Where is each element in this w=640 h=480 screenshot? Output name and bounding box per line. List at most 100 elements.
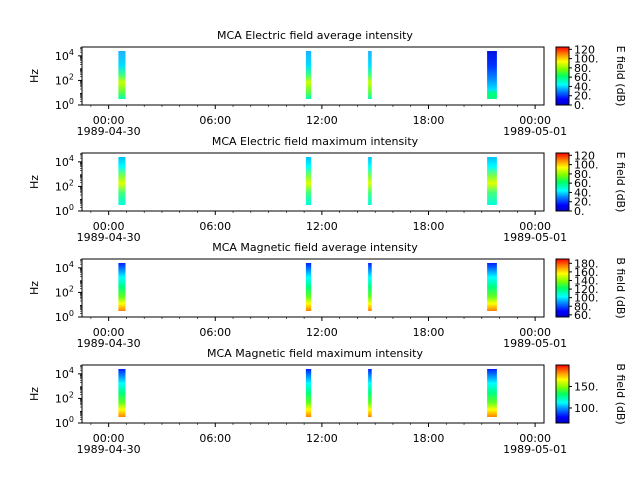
colorbar-tick-label: 160. xyxy=(574,266,599,279)
spectrogram-pass xyxy=(368,369,372,417)
colorbar-tick-label: 140. xyxy=(574,274,599,287)
x-tick-date: 1989-05-01 xyxy=(503,337,567,350)
y-tick-label: 104 xyxy=(55,260,74,275)
colorbar-tick-label: 120 xyxy=(574,43,595,56)
spectrogram-pass xyxy=(368,51,372,99)
x-tick-date: 1989-04-30 xyxy=(77,337,141,350)
y-tick-label: 100 xyxy=(55,309,74,324)
y-tick-label: 104 xyxy=(55,48,74,63)
colorbar-tick-label: 0. xyxy=(574,99,585,112)
colorbar-tick-label: 120 xyxy=(574,149,595,162)
colorbar-tick-label: 100. xyxy=(574,292,599,305)
colorbar-tick-label: 60. xyxy=(574,177,592,190)
colorbar-tick-label: 80. xyxy=(574,62,592,75)
x-tick-label: 00:00 xyxy=(519,432,551,445)
chart-title: MCA Magnetic field maximum intensity xyxy=(207,347,423,360)
spectrogram-pass xyxy=(487,369,497,417)
colorbar-tick-label: 20. xyxy=(574,90,592,103)
spectrogram-pass xyxy=(118,369,126,417)
chart-panel-2: MCA Electric field maximum intensity Hz 10… xyxy=(28,135,627,244)
spectrogram-pass xyxy=(118,51,126,99)
colorbar-tick-label: 100. xyxy=(574,402,599,415)
colorbar-tick-label: 0. xyxy=(574,205,585,218)
x-tick-label: 18:00 xyxy=(413,220,445,233)
colorbar: 60.80.100.120.140.160.180. B field (dB) xyxy=(555,257,627,322)
x-tick-label: 18:00 xyxy=(413,114,445,127)
spectrogram-pass xyxy=(305,263,312,311)
chart-panel-4: MCA Magnetic field maximum intensity Hz 10… xyxy=(28,347,627,456)
colorbar-tick-label: 80. xyxy=(574,168,592,181)
x-tick-date: 1989-04-30 xyxy=(77,231,141,244)
y-axis-label: Hz xyxy=(28,281,41,295)
x-tick-label: 18:00 xyxy=(413,326,445,339)
spectrogram-pass xyxy=(368,157,372,205)
y-tick-label: 100 xyxy=(55,415,74,430)
x-tick-label: 00:00 xyxy=(519,114,551,127)
y-tick-label: 100 xyxy=(55,97,74,112)
chart-panel-1: MCA Electric field average intensity Hz 10… xyxy=(28,29,627,138)
axes-frame xyxy=(81,258,545,318)
y-axis-label: Hz xyxy=(28,387,41,401)
x-tick-label: 18:00 xyxy=(413,432,445,445)
spectrogram-pass xyxy=(368,263,372,311)
spectrogram-pass xyxy=(487,157,497,205)
colorbar-tick-label: 40. xyxy=(574,186,592,199)
axes-frame xyxy=(81,152,545,212)
x-tick-label: 12:00 xyxy=(306,432,338,445)
colorbar-label: B field (dB) xyxy=(614,363,627,424)
x-tick-date: 1989-05-01 xyxy=(503,125,567,138)
x-tick-label: 00:00 xyxy=(519,220,551,233)
colorbar: 100. 150. B field (dB) xyxy=(555,363,627,425)
colorbar-tick-label: 100. xyxy=(574,159,599,172)
spectrogram-pass xyxy=(305,51,312,99)
y-tick-label: 102 xyxy=(55,284,74,299)
colorbar-tick-label: 20. xyxy=(574,196,592,209)
spectrogram-pass xyxy=(305,369,312,417)
x-tick-date: 1989-05-01 xyxy=(503,231,567,244)
x-tick-label: 06:00 xyxy=(199,432,231,445)
spectrogram-pass xyxy=(118,157,126,205)
colorbar-tick-label: 60. xyxy=(574,71,592,84)
chart-title: MCA Magnetic field average intensity xyxy=(212,241,418,254)
chart-title: MCA Electric field average intensity xyxy=(217,29,413,42)
x-tick-date: 1989-04-30 xyxy=(77,125,141,138)
y-tick-label: 102 xyxy=(55,178,74,193)
x-tick-label: 06:00 xyxy=(199,114,231,127)
y-tick-label: 104 xyxy=(55,154,74,169)
colorbar-tick-label: 60. xyxy=(574,309,592,322)
colorbar: 0.20.40.60.80.100.120 E field (dB) xyxy=(555,43,627,112)
colorbar: 0.20.40.60.80.100.120 E field (dB) xyxy=(555,149,627,218)
spectrogram-pass xyxy=(305,157,312,205)
colorbar-tick-label: 150. xyxy=(574,380,599,393)
x-tick-date: 1989-05-01 xyxy=(503,443,567,456)
colorbar-tick-label: 180. xyxy=(574,257,599,270)
x-tick-label: 00:00 xyxy=(93,220,125,233)
spectrogram-pass xyxy=(487,51,497,99)
chart-panel-3: MCA Magnetic field average intensity Hz 10… xyxy=(28,241,627,350)
x-tick-label: 06:00 xyxy=(199,326,231,339)
y-axis-label: Hz xyxy=(28,69,41,83)
axes-frame xyxy=(81,364,545,424)
y-tick-label: 102 xyxy=(55,72,74,87)
colorbar-tick-label: 40. xyxy=(574,80,592,93)
x-tick-label: 12:00 xyxy=(306,326,338,339)
spectrogram-pass xyxy=(487,263,497,311)
axes-frame xyxy=(81,46,545,106)
y-tick-label: 102 xyxy=(55,390,74,405)
colorbar-label: E field (dB) xyxy=(614,152,627,213)
colorbar-label: E field (dB) xyxy=(614,46,627,107)
colorbar-tick-label: 100. xyxy=(574,53,599,66)
x-tick-label: 06:00 xyxy=(199,220,231,233)
y-tick-label: 100 xyxy=(55,203,74,218)
spectrogram-pass xyxy=(118,263,126,311)
colorbar-label: B field (dB) xyxy=(614,257,627,318)
x-tick-label: 12:00 xyxy=(306,114,338,127)
y-tick-label: 104 xyxy=(55,366,74,381)
x-tick-label: 00:00 xyxy=(519,326,551,339)
x-tick-label: 00:00 xyxy=(93,432,125,445)
x-tick-label: 00:00 xyxy=(93,326,125,339)
x-tick-label: 00:00 xyxy=(93,114,125,127)
x-tick-date: 1989-04-30 xyxy=(77,443,141,456)
x-tick-label: 12:00 xyxy=(306,220,338,233)
